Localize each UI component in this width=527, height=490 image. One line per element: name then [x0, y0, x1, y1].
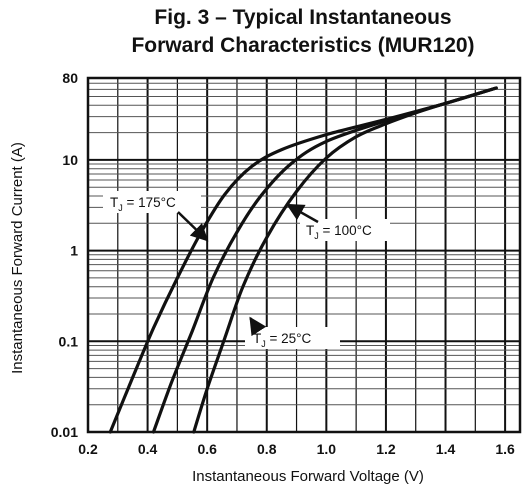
- chart-title-line-1: Fig. 3 – Typical Instantaneous: [154, 6, 451, 29]
- series-arrow-25c: [249, 316, 267, 337]
- chart-title-line-2: Forward Characteristics (MUR120): [131, 34, 474, 57]
- y-tick-label: 0.1: [59, 333, 79, 349]
- series-label-100c: TJ = 100°C: [306, 223, 372, 241]
- series-curves: [108, 86, 498, 434]
- series-arrow-175c: [177, 211, 209, 242]
- series-curve-100c: [151, 86, 498, 434]
- tick-labels: 0.2 0.4 0.6 0.8 1.0 1.2 1.4 1.6 0.01 0.1 1 10 80: [51, 70, 515, 457]
- plot-area-frame: [86, 76, 522, 434]
- y-tick-label: 10: [62, 152, 78, 168]
- series-arrow-100c: [286, 203, 319, 224]
- y-axis-label: Instantaneous Forward Current (A): [9, 142, 26, 374]
- x-tick-label: 0.2: [78, 441, 98, 457]
- series-label-background: [245, 327, 340, 349]
- x-tick-label: 0.8: [257, 441, 277, 457]
- series-curve-175c: [108, 86, 498, 434]
- x-tick-label: 1.6: [495, 441, 515, 457]
- series-annotations: TJ = 175°C TJ = 100°C TJ = 25°C: [103, 191, 390, 349]
- y-tick-label: 1: [70, 243, 78, 259]
- y-tick-label: 0.01: [51, 424, 78, 440]
- x-tick-label: 0.6: [197, 441, 217, 457]
- series-label-background: [300, 219, 390, 241]
- x-tick-label: 1.0: [317, 441, 337, 457]
- x-tick-label: 0.4: [138, 441, 158, 457]
- x-tick-label: 1.2: [376, 441, 396, 457]
- grid: [88, 77, 520, 433]
- y-tick-label: 80: [62, 70, 78, 86]
- series-label-background: [103, 191, 201, 213]
- x-axis-label: Instantaneous Forward Voltage (V): [192, 468, 424, 485]
- series-label-25c: TJ = 25°C: [253, 331, 312, 349]
- series-curve-25c: [192, 86, 498, 434]
- series-label-175c: TJ = 175°C: [110, 195, 176, 213]
- x-tick-label: 1.4: [436, 441, 456, 457]
